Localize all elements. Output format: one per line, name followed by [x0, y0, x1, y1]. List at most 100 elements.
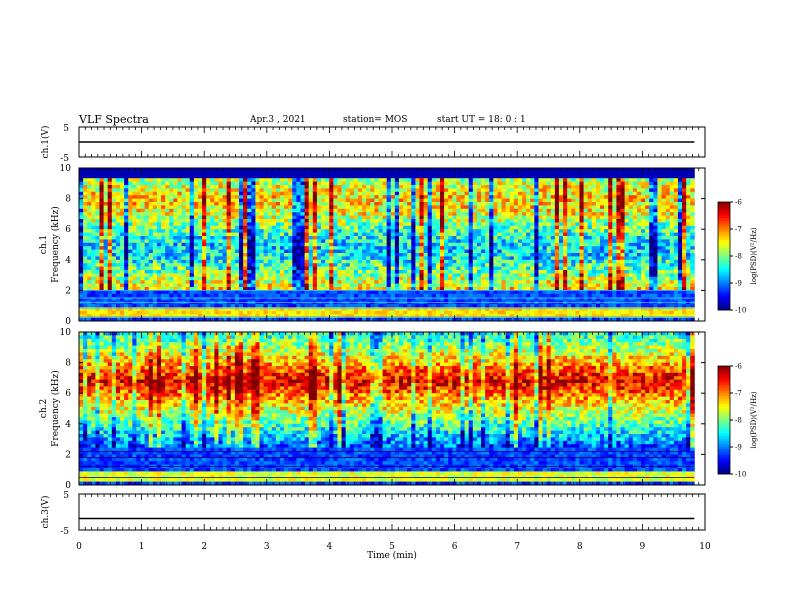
- psd-cell: [386, 236, 392, 240]
- psd-cell: [91, 171, 96, 176]
- psd-cell: [128, 225, 133, 230]
- psd-cell: [144, 297, 150, 301]
- psd-cell: [202, 174, 207, 179]
- psd-cell: [214, 239, 219, 244]
- psd-cell: [382, 304, 388, 308]
- psd-cell: [87, 249, 92, 254]
- psd-cell: [234, 293, 240, 298]
- psd-cell: [95, 171, 100, 176]
- psd-cell: [136, 259, 141, 264]
- psd-cell: [345, 188, 351, 193]
- psd-cell: [353, 171, 359, 176]
- psd-cell: [107, 290, 113, 295]
- psd-cell: [152, 249, 158, 254]
- psd-cell: [243, 256, 248, 261]
- psd-cell: [275, 304, 281, 308]
- psd-cell: [156, 283, 162, 288]
- psd-cell: [103, 236, 109, 240]
- psd-cell: [333, 239, 338, 244]
- psd-cell: [120, 249, 125, 254]
- psd-cell: [398, 178, 404, 182]
- psd-cell: [124, 307, 129, 312]
- psd-cell: [349, 317, 355, 322]
- psd-cell: [247, 273, 252, 278]
- psd-cell: [353, 202, 359, 206]
- psd-cell: [423, 188, 429, 193]
- psd-cell: [505, 276, 511, 281]
- psd-cell: [181, 283, 187, 288]
- psd-cell: [398, 225, 404, 230]
- psd-cell: [140, 171, 146, 176]
- psd-cell: [501, 280, 507, 284]
- psd-cell: [517, 266, 523, 271]
- psd-cell: [501, 266, 507, 271]
- psd-cell: [349, 270, 355, 274]
- psd-cell: [267, 191, 273, 196]
- psd-cell: [464, 185, 470, 189]
- psd-cell: [230, 202, 236, 206]
- psd-cell: [378, 208, 383, 213]
- psd-cell: [362, 208, 367, 213]
- psd-cell: [411, 185, 416, 189]
- psd-cell: [460, 171, 466, 176]
- psd-cell: [263, 246, 269, 250]
- psd-cell: [95, 239, 100, 244]
- psd-cell: [526, 188, 531, 193]
- psd-cell: [308, 225, 314, 230]
- psd-cell: [165, 174, 170, 179]
- psd-cell: [202, 290, 207, 295]
- psd-cell: [452, 191, 457, 196]
- psd-cell: [210, 270, 215, 274]
- psd-cell: [79, 259, 84, 264]
- psd-cell: [91, 236, 96, 240]
- psd-cell: [530, 266, 535, 271]
- psd-cell: [509, 208, 515, 213]
- psd-cell: [522, 242, 527, 247]
- psd-cell: [210, 256, 215, 261]
- psd-cell: [353, 297, 359, 301]
- psd-cell: [481, 270, 486, 274]
- psd-cell: [341, 253, 347, 257]
- psd-cell: [337, 168, 342, 172]
- psd-cell: [136, 212, 141, 216]
- psd-cell: [136, 195, 141, 199]
- psd-cell: [132, 242, 137, 247]
- psd-cell: [95, 181, 100, 186]
- psd-cell: [366, 310, 371, 315]
- psd-cell: [427, 185, 433, 189]
- psd-cell: [493, 253, 498, 257]
- psd-cell: [87, 188, 92, 193]
- psd-cell: [304, 280, 310, 284]
- psd-cell: [91, 263, 96, 267]
- psd-cell: [522, 287, 527, 291]
- psd-cell: [197, 270, 203, 274]
- psd-cell: [394, 198, 400, 203]
- psd-cell: [362, 188, 367, 193]
- psd-cell: [517, 246, 523, 250]
- psd-cell: [300, 191, 306, 196]
- psd-cell: [448, 246, 453, 250]
- psd-cell: [341, 205, 347, 210]
- psd-cell: [284, 263, 289, 267]
- psd-cell: [489, 273, 494, 278]
- psd-cell: [398, 208, 404, 213]
- psd-cell: [124, 212, 129, 216]
- psd-cell: [517, 290, 523, 295]
- psd-cell: [472, 249, 478, 254]
- psd-cell: [222, 198, 228, 203]
- psd-cell: [316, 188, 322, 193]
- psd-cell: [329, 181, 334, 186]
- psd-cell: [333, 249, 338, 254]
- psd-cell: [165, 304, 170, 308]
- psd-cell: [206, 229, 211, 233]
- psd-cell: [91, 181, 96, 186]
- psd-cell: [267, 310, 273, 315]
- psd-cell: [292, 178, 297, 182]
- psd-cell: [452, 290, 457, 295]
- psd-cell: [107, 270, 113, 274]
- psd-cell: [427, 290, 433, 295]
- psd-cell: [226, 290, 232, 295]
- psd-cell: [308, 270, 314, 274]
- psd-cell: [366, 202, 371, 206]
